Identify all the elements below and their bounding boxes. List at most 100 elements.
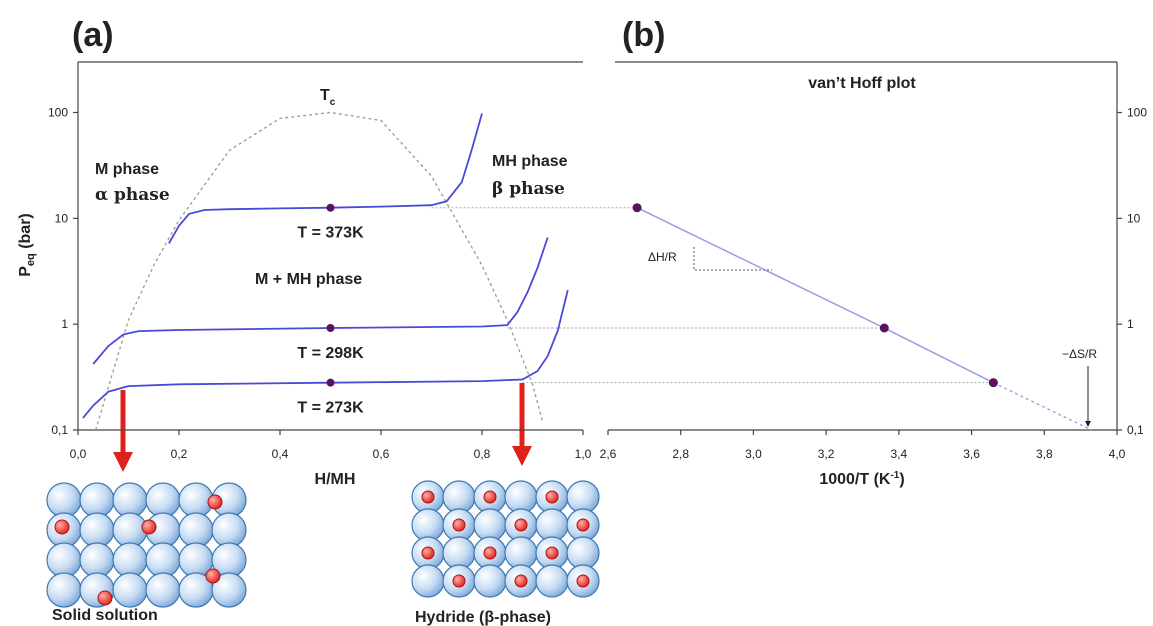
y-label-part: (bar) bbox=[17, 213, 34, 253]
x-label-part: ) bbox=[899, 471, 904, 488]
metal-atom bbox=[112, 512, 148, 548]
metal-atom bbox=[145, 572, 181, 608]
y-axis-label: Peq (bar) bbox=[17, 213, 37, 277]
annotation: M + MH phase bbox=[255, 271, 362, 288]
structure-caption: Solid solution bbox=[52, 607, 158, 624]
hydrogen-atom bbox=[452, 518, 466, 532]
hydrogen-atom bbox=[514, 518, 528, 532]
y-tick-label: 100 bbox=[1127, 105, 1147, 119]
isotherm bbox=[82, 289, 569, 419]
metal-atom bbox=[473, 564, 507, 598]
panel-label: (a) bbox=[72, 16, 114, 54]
x-axis-label: H/MH bbox=[315, 471, 356, 488]
structure-caption: Hydride (β-phase) bbox=[415, 609, 551, 626]
plateau-point bbox=[326, 203, 335, 212]
metal-atom bbox=[566, 480, 600, 514]
hydrogen-atom bbox=[421, 546, 435, 560]
metal-atom bbox=[504, 536, 538, 570]
x-tick-label: 0,0 bbox=[70, 447, 87, 461]
metal-atom bbox=[442, 480, 476, 514]
metal-atom bbox=[535, 564, 569, 598]
y-tick-label: 0,1 bbox=[1127, 423, 1144, 437]
x-tick-label: 1,0 bbox=[575, 447, 592, 461]
extrapolation-line bbox=[993, 382, 1092, 431]
metal-atom bbox=[112, 572, 148, 608]
metal-atom bbox=[504, 480, 538, 514]
metal-atom bbox=[46, 542, 82, 578]
annotation: M phase bbox=[95, 161, 159, 178]
metal-atom bbox=[79, 512, 115, 548]
x-label-sup: -1 bbox=[890, 470, 899, 481]
y-tick-label: 10 bbox=[55, 211, 69, 225]
metal-atom bbox=[145, 482, 181, 518]
x-tick-label: 4,0 bbox=[1109, 447, 1126, 461]
data-point bbox=[632, 203, 642, 213]
critical-label-part: T bbox=[320, 87, 330, 104]
hydrogen-atom bbox=[54, 519, 70, 535]
fit-line bbox=[636, 207, 994, 384]
plateau-point bbox=[326, 323, 335, 332]
isotherm bbox=[92, 237, 549, 365]
metal-atom bbox=[79, 542, 115, 578]
x-tick-label: 0,2 bbox=[171, 447, 188, 461]
hydrogen-atom bbox=[483, 546, 497, 560]
annotation: MH phase bbox=[492, 153, 568, 170]
x-label-part: 1000/T (K bbox=[819, 471, 891, 488]
metal-atom bbox=[145, 542, 181, 578]
metal-atom bbox=[46, 572, 82, 608]
y-label-part: P bbox=[17, 266, 34, 277]
x-tick-label: 3,6 bbox=[963, 447, 980, 461]
x-tick-label: 0,8 bbox=[474, 447, 491, 461]
y-tick-label: 1 bbox=[61, 317, 68, 331]
chart-title: van’t Hoff plot bbox=[808, 75, 916, 92]
critical-label: Tc bbox=[320, 87, 336, 108]
critical-label-sub: c bbox=[330, 97, 336, 108]
y-label-sub: eq bbox=[25, 253, 37, 266]
annotation: ΔH/R bbox=[648, 250, 677, 264]
hydride-lattice bbox=[411, 480, 600, 598]
hydrogen-atom bbox=[421, 490, 435, 504]
x-tick-label: 0,4 bbox=[272, 447, 289, 461]
annotation: −ΔS/R bbox=[1062, 347, 1097, 361]
x-tick-label: 3,2 bbox=[818, 447, 835, 461]
hydrogen-atom bbox=[483, 490, 497, 504]
y-tick-label: 0,1 bbox=[51, 423, 68, 437]
annotation: α phase bbox=[95, 185, 170, 205]
hydrogen-atom bbox=[141, 519, 157, 535]
metal-atom bbox=[46, 482, 82, 518]
y-tick-label: 1 bbox=[1127, 317, 1134, 331]
hydrogen-atom bbox=[97, 590, 113, 606]
metal-atom bbox=[411, 564, 445, 598]
data-point bbox=[879, 323, 889, 333]
x-tick-label: 2,8 bbox=[672, 447, 689, 461]
x-tick-label: 2,6 bbox=[600, 447, 617, 461]
isotherm-label: T = 298K bbox=[297, 345, 364, 362]
x-tick-label: 3,4 bbox=[891, 447, 908, 461]
metal-atom bbox=[211, 572, 247, 608]
isotherm-label: T = 273K bbox=[297, 400, 364, 417]
solid-solution-lattice bbox=[46, 482, 247, 608]
metal-atom bbox=[178, 512, 214, 548]
y-tick-label: 10 bbox=[1127, 211, 1141, 225]
plateau-point bbox=[326, 378, 335, 387]
metal-atom bbox=[473, 508, 507, 542]
hydrogen-atom bbox=[576, 574, 590, 588]
x-tick-label: 3,8 bbox=[1036, 447, 1053, 461]
data-point bbox=[988, 378, 998, 388]
annotation: β phase bbox=[492, 179, 565, 199]
hydrogen-atom bbox=[545, 546, 559, 560]
y-tick-label: 100 bbox=[48, 105, 68, 119]
slope-triangle bbox=[693, 247, 772, 271]
metal-atom bbox=[411, 508, 445, 542]
metal-atom bbox=[112, 482, 148, 518]
hydrogen-atom bbox=[545, 490, 559, 504]
hydrogen-atom bbox=[205, 568, 221, 584]
metal-atom bbox=[112, 542, 148, 578]
hydrogen-atom bbox=[576, 518, 590, 532]
x-tick-label: 0,6 bbox=[373, 447, 390, 461]
metal-atom bbox=[535, 508, 569, 542]
panel-label: (b) bbox=[622, 16, 665, 54]
x-tick-label: 3,0 bbox=[745, 447, 762, 461]
hydrogen-atom bbox=[207, 494, 223, 510]
